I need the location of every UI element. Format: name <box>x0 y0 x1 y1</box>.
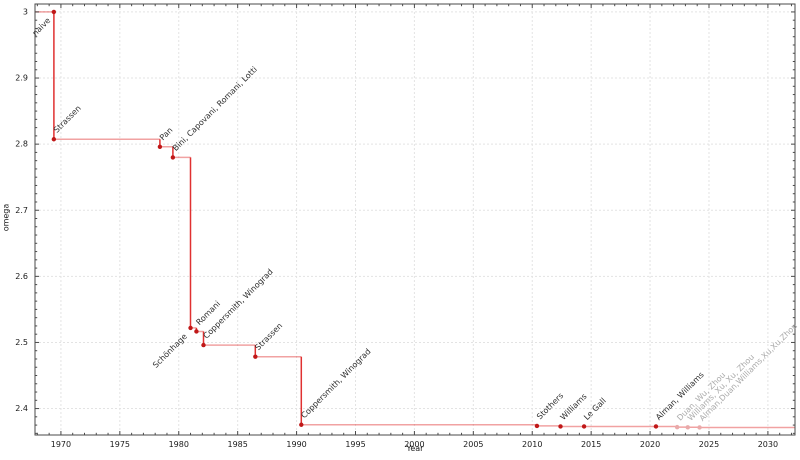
data-points <box>51 9 702 430</box>
point-label: Alman,Duan,Williams,Xu,Xu,Zhou <box>698 321 799 422</box>
y-tick-label: 2.5 <box>15 338 28 347</box>
tick-labels: 1970 1975 1980 1985 1990 1995 2000 2005 2010 2015… <box>15 8 778 449</box>
data-point <box>685 425 690 430</box>
y-tick-label: 2.6 <box>15 272 28 281</box>
step-line-vertical <box>53 11 701 428</box>
y-tick-label: 3 <box>23 8 28 17</box>
x-tick-label: 2005 <box>463 440 483 449</box>
point-label: naive <box>30 16 52 38</box>
x-axis-label: Year <box>406 444 424 453</box>
data-point <box>653 424 659 429</box>
data-point <box>674 424 680 430</box>
y-tick-label: 2.4 <box>15 404 28 413</box>
data-point <box>51 9 57 15</box>
x-tick-label: 2010 <box>522 440 542 449</box>
x-tick-label: 1990 <box>286 440 306 449</box>
grid <box>35 4 795 435</box>
y-axis-label: omega <box>1 203 11 232</box>
data-point <box>558 424 563 429</box>
plot-frame <box>34 3 796 436</box>
point-label: Coppersmith, Winograd <box>299 347 372 420</box>
x-tick-label: 2030 <box>758 440 778 449</box>
data-point <box>299 422 304 427</box>
y-tick-label: 2.7 <box>15 206 28 215</box>
point-label: Williams, Xu, Xu, Zhou <box>686 352 756 422</box>
data-point <box>581 424 587 429</box>
x-tick-label: 2015 <box>581 440 601 449</box>
data-point <box>51 137 57 142</box>
data-point <box>697 425 702 430</box>
data-point <box>534 423 540 429</box>
data-point <box>157 144 163 149</box>
x-tick-label: 1980 <box>169 440 189 449</box>
point-label: Schönhage <box>151 332 189 370</box>
axis-ticks <box>35 4 795 435</box>
data-point <box>194 329 199 334</box>
data-point <box>170 155 176 160</box>
x-tick-label: 2000 <box>404 440 424 449</box>
x-tick-label: 1970 <box>51 440 71 449</box>
data-point <box>188 325 193 331</box>
point-label: Strassen <box>253 321 284 352</box>
x-tick-label: 2020 <box>640 440 660 449</box>
x-tick-label: 1995 <box>345 440 365 449</box>
y-tick-label: 2.9 <box>15 74 28 83</box>
x-tick-label: 2025 <box>699 440 719 449</box>
point-label: Strassen <box>52 104 83 135</box>
x-tick-label: 1975 <box>110 440 130 449</box>
x-tick-label: 1985 <box>227 440 247 449</box>
data-point <box>201 342 206 348</box>
data-point <box>253 354 258 359</box>
step-line-horizontal <box>35 11 795 429</box>
y-tick-label: 2.8 <box>15 140 28 149</box>
